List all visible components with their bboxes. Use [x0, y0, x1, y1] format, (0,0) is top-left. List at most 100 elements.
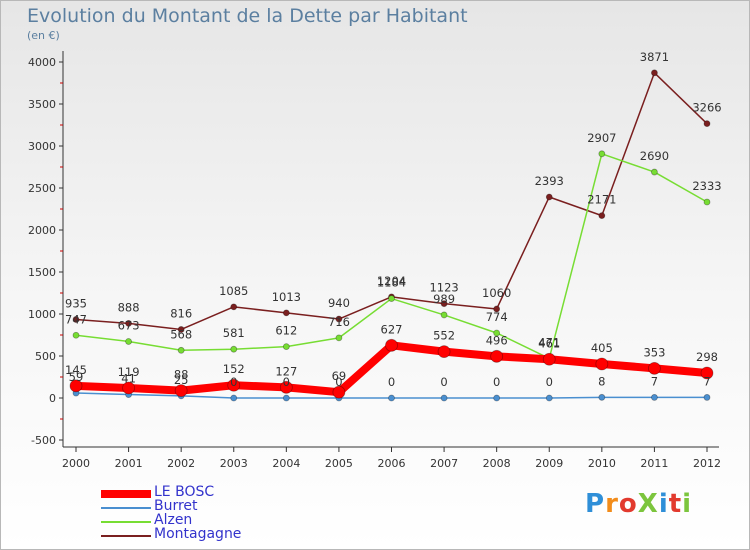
data-point-alzen — [335, 334, 343, 342]
data-point-le-bosc — [279, 380, 293, 394]
x-tick-label: 2012 — [693, 457, 721, 470]
data-label-burret: 7 — [651, 374, 658, 388]
data-point-le-bosc — [69, 379, 83, 393]
data-label-alzen: 673 — [118, 318, 140, 332]
data-point-burret — [282, 394, 290, 402]
data-point-alzen — [598, 150, 606, 158]
y-tick-label: 4000 — [28, 56, 56, 69]
data-label-le-bosc: 119 — [118, 365, 140, 379]
data-point-alzen — [440, 311, 448, 319]
data-label-burret: 0 — [546, 375, 553, 389]
data-label-montagagne: 888 — [118, 300, 140, 314]
logo-letter: i — [658, 489, 669, 519]
data-point-burret — [545, 394, 553, 402]
data-label-alzen: 612 — [275, 324, 297, 338]
data-label-alzen: 989 — [433, 292, 455, 306]
data-point-alzen — [703, 198, 711, 206]
y-tick-label: 2000 — [28, 224, 56, 237]
data-point-le-bosc — [648, 361, 661, 375]
data-label-burret: 25 — [174, 373, 189, 387]
data-label-alzen: 2690 — [640, 149, 669, 163]
data-label-montagagne: 2393 — [535, 174, 564, 188]
data-point-le-bosc — [174, 384, 188, 398]
data-point-montagagne — [230, 303, 238, 311]
data-label-le-bosc: 145 — [65, 363, 87, 377]
data-point-burret — [598, 393, 606, 401]
data-label-burret: 0 — [388, 375, 395, 389]
data-point-le-bosc — [595, 357, 609, 371]
data-label-montagagne: 940 — [328, 296, 350, 310]
data-point-montagagne — [651, 69, 658, 77]
x-tick-label: 2000 — [62, 457, 90, 470]
x-tick-label: 2008 — [483, 457, 511, 470]
legend-label-le-bosc: LE BOSC — [154, 484, 215, 500]
data-point-burret — [651, 394, 658, 401]
chart-subtitle: (en €) — [27, 29, 60, 42]
y-tick-label: 3500 — [28, 98, 56, 111]
data-point-alzen — [493, 329, 501, 337]
data-label-le-bosc: 88 — [174, 368, 189, 382]
data-label-le-bosc: 461 — [538, 336, 560, 350]
data-label-le-bosc: 298 — [696, 350, 718, 364]
data-point-montagagne — [72, 316, 80, 323]
data-label-montagagne: 816 — [170, 306, 192, 320]
logo-letter: t — [668, 489, 683, 519]
x-tick-label: 2011 — [640, 457, 668, 470]
data-point-alzen — [282, 343, 290, 350]
data-point-burret — [493, 394, 501, 402]
data-label-burret: 0 — [230, 375, 237, 389]
data-point-montagagne — [545, 193, 553, 201]
y-tick-label: 1500 — [28, 266, 56, 279]
y-tick-label: 1000 — [28, 308, 56, 321]
data-label-alzen: 568 — [170, 327, 192, 341]
data-label-montagagne: 2171 — [587, 193, 616, 207]
y-tick-label: 3000 — [28, 140, 56, 153]
data-point-le-bosc — [542, 352, 556, 366]
legend-swatch-le-bosc — [101, 490, 151, 498]
legend-label-montagagne: Montagagne — [154, 526, 242, 542]
data-point-montagagne — [440, 300, 448, 308]
data-label-montagagne: 935 — [65, 296, 87, 310]
data-label-burret: 0 — [493, 375, 500, 389]
data-point-montagagne — [335, 315, 343, 323]
x-tick-label: 2005 — [325, 457, 353, 470]
data-point-montagagne — [282, 309, 290, 317]
data-label-le-bosc: 627 — [381, 322, 403, 336]
data-point-montagagne — [703, 120, 711, 128]
data-label-montagagne: 1013 — [272, 290, 301, 304]
data-point-burret — [703, 394, 711, 401]
data-label-alzen: 716 — [328, 315, 350, 329]
data-point-alzen — [388, 295, 395, 302]
data-label-le-bosc: 152 — [223, 362, 245, 376]
data-label-le-bosc: 69 — [332, 369, 347, 383]
data-point-montagagne — [125, 320, 132, 327]
data-point-burret — [440, 394, 448, 402]
legend-swatch-burret — [101, 507, 151, 509]
data-label-montagagne: 3266 — [692, 101, 721, 115]
data-point-burret — [230, 394, 238, 402]
data-point-le-bosc — [122, 381, 135, 395]
x-tick-label: 2001 — [115, 457, 143, 470]
data-label-burret: 41 — [121, 372, 136, 386]
data-label-alzen: 471 — [538, 335, 560, 349]
data-point-le-bosc — [385, 338, 398, 352]
data-label-alzen: 774 — [486, 310, 508, 324]
y-tick-label: -500 — [31, 434, 56, 447]
data-point-montagagne — [177, 326, 185, 333]
data-label-le-bosc: 353 — [643, 345, 665, 359]
x-tick-label: 2007 — [430, 457, 458, 470]
x-tick-label: 2009 — [535, 457, 563, 470]
data-label-alzen: 581 — [223, 326, 245, 340]
logo-letter: P — [585, 489, 606, 519]
y-tick-label: 500 — [35, 350, 56, 363]
data-label-alzen: 747 — [65, 312, 87, 326]
data-point-alzen — [125, 338, 132, 345]
data-label-burret: 0 — [283, 375, 290, 389]
data-label-le-bosc: 127 — [275, 364, 297, 378]
data-label-le-bosc: 496 — [486, 333, 508, 347]
data-label-alzen: 1184 — [377, 276, 406, 290]
data-point-le-bosc — [490, 349, 504, 363]
data-label-alzen: 2907 — [587, 131, 616, 145]
data-label-burret: 7 — [703, 374, 710, 388]
